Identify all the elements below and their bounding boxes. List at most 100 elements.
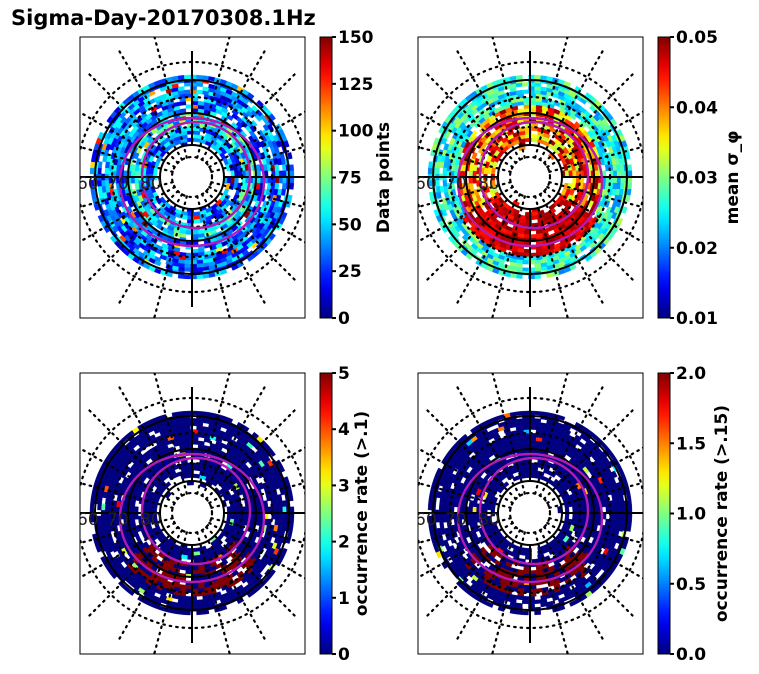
axes-frame — [79, 36, 306, 319]
heatmap-cell — [435, 467, 443, 476]
colorbar-tick-label: 0.05 — [676, 28, 718, 48]
heatmap-cell — [283, 140, 290, 148]
polar-plot-area: 60 70 80 — [415, 37, 643, 318]
latitude-label-80: 80 — [478, 510, 500, 530]
dotted-mlt-line — [491, 37, 526, 159]
heatmap-cell — [522, 610, 529, 616]
latitude-label-60: 60 — [77, 174, 99, 194]
latitude-label-70: 70 — [107, 174, 129, 194]
heatmap-cell — [289, 182, 295, 190]
heatmap-cell — [196, 603, 204, 608]
axes-frame — [417, 36, 644, 319]
heatmap-cell — [196, 410, 204, 416]
heatmap-cell — [202, 273, 210, 279]
heatmap-cell — [522, 410, 529, 416]
heatmap-cell — [621, 206, 628, 214]
dotted-mlt-line — [534, 37, 569, 159]
heatmap-cell — [183, 595, 191, 601]
heatmap-cell — [625, 194, 631, 202]
heatmap-cell — [288, 524, 294, 532]
colorbar-tick-label: 5 — [338, 364, 350, 384]
dotted-mlt-line — [456, 386, 522, 497]
heatmap-cell — [563, 80, 572, 88]
colorbar-tick-label: 0.5 — [676, 575, 706, 595]
heatmap-cell — [100, 515, 106, 523]
colorbar-tick-label: 1.0 — [676, 505, 706, 525]
dotted-mlt-line — [491, 531, 526, 654]
auroral-oval-inner — [478, 456, 590, 566]
heatmap-cell — [197, 440, 205, 446]
latitude-label-60: 60 — [77, 510, 99, 530]
heatmap-cell — [534, 274, 542, 280]
heatmap-cell — [171, 411, 179, 417]
heatmap-cell — [428, 191, 435, 199]
colorbar-tick-label: 0.02 — [676, 239, 718, 259]
dotted-latitude-circle — [508, 155, 552, 199]
dotted-mlt-line — [153, 531, 188, 654]
dotted-mlt-line — [80, 521, 176, 579]
heatmap-cell — [202, 411, 210, 417]
heatmap-cell — [515, 610, 523, 615]
dotted-mlt-line — [418, 481, 512, 509]
dotted-mlt-line — [426, 409, 517, 500]
heatmap-cell — [196, 418, 204, 423]
dotted-mlt-line — [534, 373, 569, 495]
dotted-mlt-line — [80, 145, 174, 173]
dotted-mlt-line — [548, 181, 643, 209]
dotted-mlt-line — [80, 185, 176, 243]
heatmap-cell — [109, 235, 118, 244]
colorbar-tick-label: 1 — [338, 589, 350, 609]
heatmap-cell — [626, 188, 632, 196]
heatmap-cell — [100, 179, 106, 187]
latitude-label-60: 60 — [415, 174, 437, 194]
heatmap-cell — [569, 600, 577, 607]
heatmap-cell — [246, 254, 255, 262]
heatmap-cell — [171, 75, 179, 81]
figure-title: Sigma-Day-20170308.1Hz — [11, 6, 316, 30]
dotted-mlt-line — [534, 195, 569, 318]
heatmap-cell — [534, 86, 542, 91]
heatmap-cell — [183, 259, 191, 265]
heatmap-cell — [534, 74, 542, 80]
colorbar-tick-label: 1.5 — [676, 434, 706, 454]
heatmap-cell — [287, 152, 293, 160]
colorbar-tick-label: 100 — [338, 122, 374, 142]
dotted-mlt-line — [208, 110, 305, 169]
dotted-mlt-line — [546, 521, 643, 580]
heatmap-cell — [196, 274, 204, 280]
heatmap-cell — [627, 500, 633, 508]
auroral-oval-outer — [456, 116, 604, 248]
heatmap-cell — [177, 274, 185, 279]
heatmap-cell — [183, 599, 191, 605]
heatmap-cell — [100, 503, 106, 511]
heatmap-cell — [183, 267, 191, 272]
heatmap-cell — [196, 599, 204, 604]
heatmap-cell — [534, 610, 542, 616]
dotted-mlt-line — [456, 50, 522, 161]
heatmap-cell — [428, 161, 434, 169]
colorbar-tick-label: 25 — [338, 262, 362, 282]
dotted-mlt-line — [418, 517, 512, 545]
heatmap-cell — [447, 235, 456, 244]
heatmap-cell — [268, 449, 276, 457]
heatmap-cell — [202, 609, 210, 615]
heatmap-cell — [521, 267, 529, 272]
heatmap-cell — [177, 86, 185, 92]
dotted-mlt-line — [210, 145, 305, 173]
heatmap-cell — [534, 82, 542, 87]
colorbar-label: occurrence rate (>.1) — [352, 411, 372, 616]
heatmap-cell — [515, 75, 523, 80]
heatmap-cell — [90, 497, 96, 505]
heatmap-cell — [231, 264, 239, 271]
colorbar-tick-label: 50 — [338, 215, 362, 235]
dotted-mlt-line — [543, 526, 634, 617]
heatmap-cell — [171, 609, 179, 615]
dotted-mlt-line — [210, 181, 305, 209]
colorbar-tick-label: 2.0 — [676, 364, 706, 384]
dotted-mlt-line — [196, 195, 231, 318]
heatmap-cell — [468, 500, 474, 508]
dotted-mlt-line — [196, 37, 231, 159]
colorbar — [319, 372, 333, 655]
